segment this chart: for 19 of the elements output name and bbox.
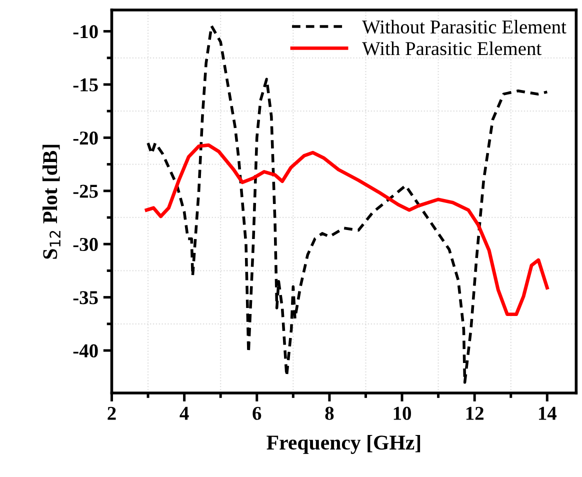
- y-tick-label: -30: [73, 238, 98, 252]
- legend-label: With Parasitic Element: [362, 42, 542, 56]
- x-axis-title: Frequency [GHz]: [266, 434, 420, 454]
- x-tick-label: 4: [180, 406, 189, 420]
- y-tick-label: -40: [73, 344, 98, 358]
- y-tick-label: -15: [73, 78, 98, 92]
- y-axis-title: S$_{12}$ Plot [dB]: [42, 144, 60, 259]
- x-tick-label: 8: [325, 406, 334, 420]
- y-tick-label: -10: [73, 25, 98, 38]
- y-tick-label: -25: [73, 184, 98, 198]
- x-tick-label: 6: [252, 406, 262, 420]
- x-tick-label: 10: [394, 406, 411, 420]
- x-tick-label: 2: [108, 406, 116, 420]
- legend-label: Without Parasitic Element: [362, 20, 566, 34]
- y-tick-label: -20: [73, 132, 98, 145]
- y-tick-label: -35: [73, 291, 98, 304]
- x-tick-label: 14: [538, 406, 557, 420]
- line-series: [144, 143, 549, 316]
- x-tick-label: 12: [466, 406, 484, 420]
